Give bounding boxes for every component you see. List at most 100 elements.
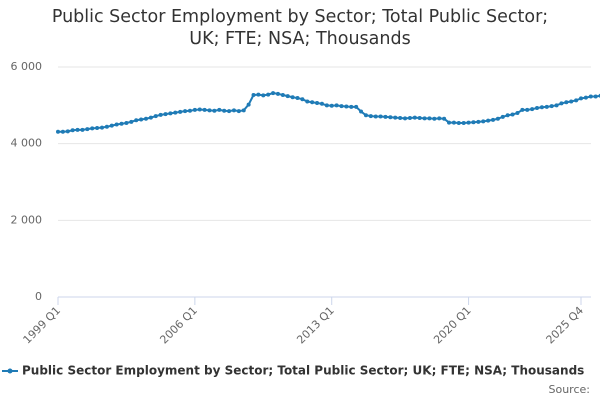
- point: [564, 100, 569, 105]
- point: [231, 108, 236, 113]
- point: [290, 95, 295, 100]
- point: [510, 112, 515, 117]
- point: [569, 99, 574, 104]
- point: [442, 116, 447, 121]
- point: [520, 107, 525, 112]
- point: [192, 107, 197, 112]
- point: [579, 96, 583, 101]
- point: [99, 125, 104, 130]
- point: [500, 114, 505, 119]
- point: [525, 107, 530, 112]
- point: [197, 107, 202, 112]
- y-tick-label: 4 000: [11, 137, 43, 150]
- point: [539, 105, 544, 110]
- point: [280, 92, 285, 97]
- legend-marker: [7, 368, 13, 374]
- point: [95, 125, 100, 130]
- x-tick-label: 2006 Q1: [157, 304, 200, 347]
- point: [554, 103, 559, 108]
- point: [339, 104, 344, 109]
- x-tick-label: 2025 Q4: [544, 304, 587, 347]
- point: [344, 104, 349, 109]
- point: [461, 120, 466, 125]
- point: [393, 115, 398, 120]
- x-tick-label: 1999 Q1: [21, 304, 64, 347]
- point: [368, 114, 373, 119]
- point: [588, 94, 593, 99]
- point: [583, 95, 588, 100]
- point: [398, 115, 403, 120]
- point: [486, 118, 491, 123]
- point: [530, 107, 535, 112]
- point: [261, 93, 266, 98]
- point: [202, 107, 207, 112]
- point: [114, 122, 119, 127]
- point: [295, 96, 300, 101]
- point: [593, 94, 598, 99]
- point: [212, 108, 217, 113]
- point: [505, 113, 510, 118]
- point: [124, 120, 129, 125]
- point: [56, 129, 60, 134]
- point: [163, 112, 168, 117]
- point: [256, 92, 261, 97]
- chart-title: Public Sector Employment by Sector; Tota…: [51, 7, 549, 49]
- point: [227, 109, 232, 114]
- point: [178, 109, 183, 114]
- point: [544, 104, 549, 109]
- point: [60, 129, 65, 134]
- point: [383, 114, 388, 119]
- point: [417, 115, 422, 120]
- point: [427, 116, 432, 121]
- x-tick-label: 2020 Q1: [431, 304, 474, 347]
- point: [407, 115, 412, 120]
- point: [378, 114, 383, 119]
- point: [403, 116, 408, 121]
- series-line: [58, 92, 600, 133]
- point: [246, 102, 251, 107]
- point: [173, 110, 178, 115]
- point: [574, 98, 579, 103]
- point: [207, 108, 212, 113]
- point: [559, 101, 564, 106]
- legend-label: Public Sector Employment by Sector; Tota…: [22, 364, 584, 378]
- point: [354, 104, 359, 109]
- point: [65, 129, 70, 134]
- point: [251, 92, 256, 97]
- point: [447, 120, 452, 125]
- point: [119, 121, 124, 126]
- point: [549, 104, 554, 109]
- point: [315, 101, 320, 106]
- point: [305, 99, 310, 104]
- point: [183, 109, 188, 114]
- point: [134, 118, 139, 123]
- point: [515, 111, 520, 115]
- source: Source:: [549, 383, 591, 396]
- point: [90, 126, 95, 131]
- point: [471, 120, 476, 125]
- point: [271, 91, 276, 96]
- point: [349, 104, 354, 109]
- y-tick-label: 2 000: [11, 213, 43, 226]
- point: [75, 127, 80, 132]
- point: [422, 116, 427, 121]
- point: [466, 120, 471, 125]
- point: [324, 103, 329, 108]
- point: [70, 128, 75, 133]
- point: [456, 120, 461, 125]
- point: [153, 114, 158, 119]
- point: [143, 116, 148, 121]
- point: [241, 108, 246, 113]
- point: [334, 103, 339, 108]
- point: [359, 109, 364, 114]
- point: [300, 97, 305, 102]
- point: [495, 116, 500, 121]
- point: [363, 113, 368, 118]
- point: [104, 124, 109, 129]
- point: [217, 107, 222, 112]
- point: [535, 106, 540, 111]
- point: [158, 112, 163, 117]
- point: [148, 115, 153, 120]
